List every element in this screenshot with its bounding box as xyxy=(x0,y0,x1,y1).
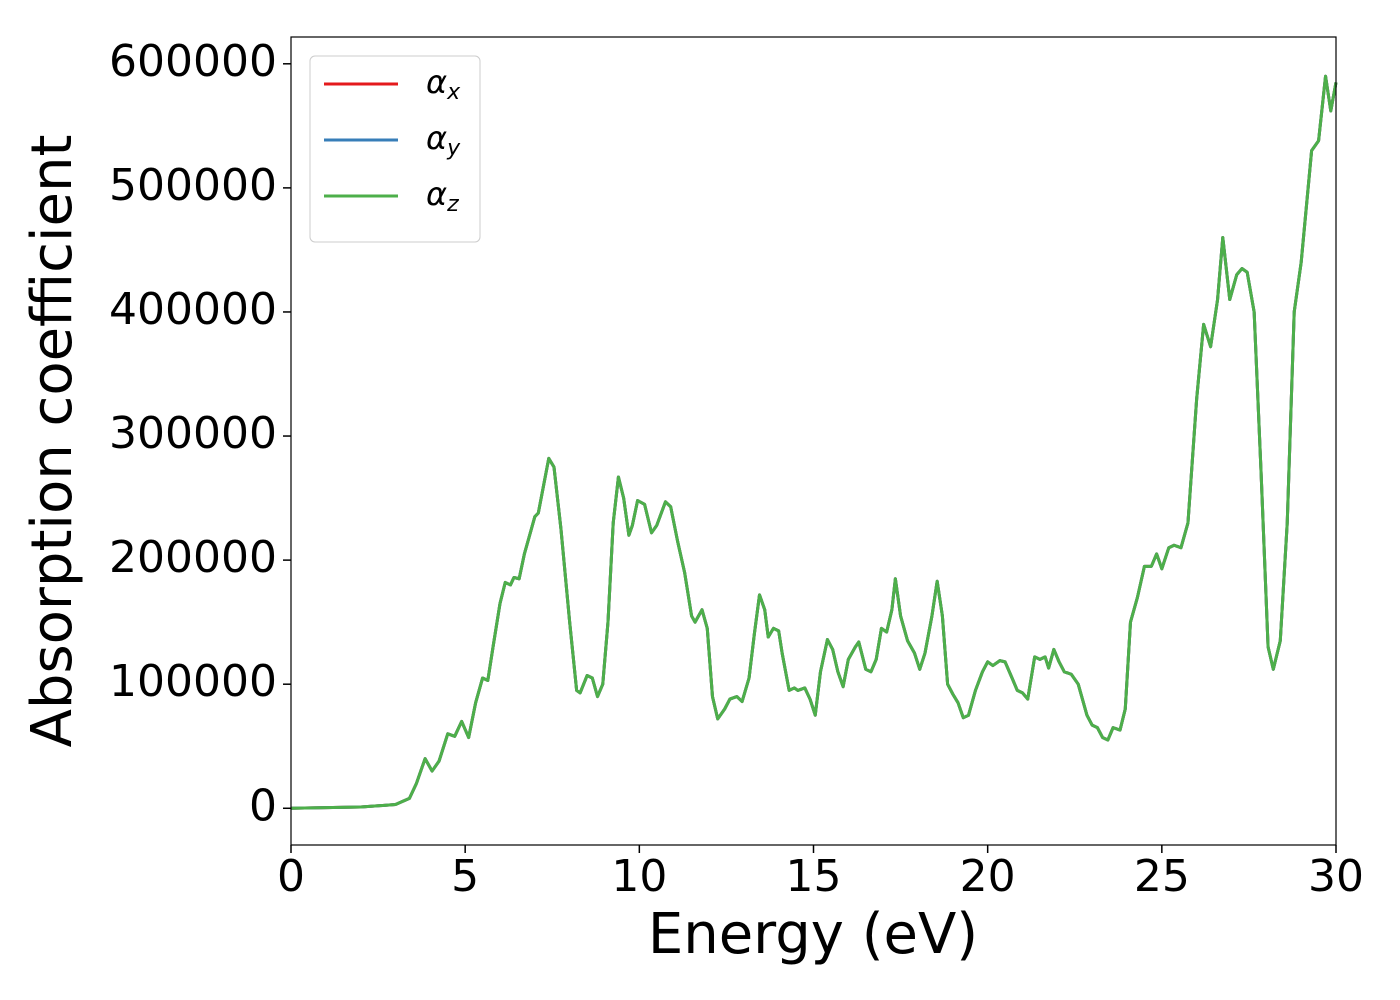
y-tick-label: 300000 xyxy=(109,408,277,459)
legend-label: αx xyxy=(426,63,461,105)
x-tick-label: 25 xyxy=(1134,851,1190,902)
x-tick-label: 0 xyxy=(277,851,305,902)
y-tick-label: 400000 xyxy=(109,284,277,335)
y-axis-label: Absorption coefficient xyxy=(20,135,85,748)
x-axis-label: Energy (eV) xyxy=(648,902,978,967)
x-tick-label: 15 xyxy=(786,851,842,902)
data-line xyxy=(290,74,1338,810)
x-tick-label: 30 xyxy=(1308,851,1364,902)
y-tick-label: 500000 xyxy=(109,160,277,211)
legend-label: αz xyxy=(426,175,459,217)
y-tick-label: 600000 xyxy=(109,36,277,87)
x-tick-label: 10 xyxy=(611,851,667,902)
y-tick-label: 0 xyxy=(249,780,277,831)
plot-frame xyxy=(290,36,1337,846)
x-tick-label: 20 xyxy=(960,851,1016,902)
y-tick-label: 100000 xyxy=(109,656,277,707)
x-tick-label: 5 xyxy=(451,851,479,902)
legend-label: αy xyxy=(426,119,461,161)
y-tick-label: 200000 xyxy=(109,532,277,583)
